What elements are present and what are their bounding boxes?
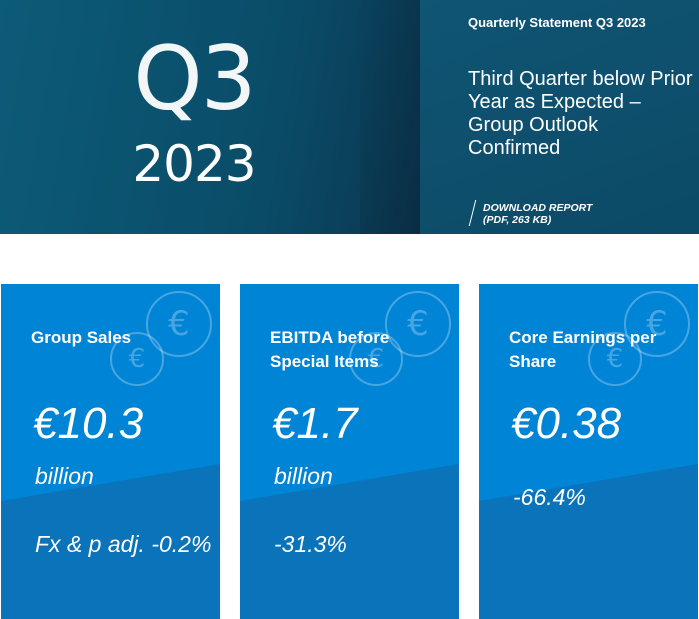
kpi-card-ebitda: € € EBITDA before Special Items €1.7 bil… xyxy=(240,284,459,619)
kpi-card-group-sales: € € Group Sales €10.3 billion Fx & p adj… xyxy=(1,284,220,619)
download-meta: (PDF, 263 KB) xyxy=(483,214,552,226)
kpi-card-core-eps: € € Core Earnings per Share €0.38 -66.4% xyxy=(479,284,698,619)
card-value: €10.3 xyxy=(33,399,144,448)
hero-banner: Q3 2023 Quarterly Statement Q3 2023 Thir… xyxy=(0,0,699,234)
quarter-label: Q3 xyxy=(133,27,256,130)
card-change: Fx & p adj. -0.2% xyxy=(35,531,212,557)
headline: Third Quarter below Prior Year as Expect… xyxy=(468,68,693,159)
hero-text-panel xyxy=(420,0,699,234)
euro-coin-icon: € xyxy=(146,291,212,357)
card-change: -66.4% xyxy=(513,484,586,510)
card-unit: billion xyxy=(274,463,333,489)
card-change: -31.3% xyxy=(274,531,347,557)
card-title: Group Sales xyxy=(31,328,132,347)
card-title: EBITDA before Special Items xyxy=(270,328,390,371)
card-unit: billion xyxy=(35,463,94,489)
euro-coin-icon: € xyxy=(349,332,403,386)
statement-title: Quarterly Statement Q3 2023 xyxy=(468,15,646,30)
card-value: €1.7 xyxy=(272,399,358,448)
year-label: 2023 xyxy=(132,135,256,193)
download-label: Download Report xyxy=(483,202,593,214)
euro-coin-icon: € xyxy=(588,332,642,386)
euro-coin-icon: € xyxy=(110,332,164,386)
download-report-link[interactable]: Download Report (PDF, 263 KB) xyxy=(483,202,693,226)
euro-coin-icon: € xyxy=(624,291,690,357)
card-value: €0.38 xyxy=(511,399,622,448)
card-title: Core Earnings per Share xyxy=(509,328,657,371)
euro-coin-icon: € xyxy=(385,291,451,357)
